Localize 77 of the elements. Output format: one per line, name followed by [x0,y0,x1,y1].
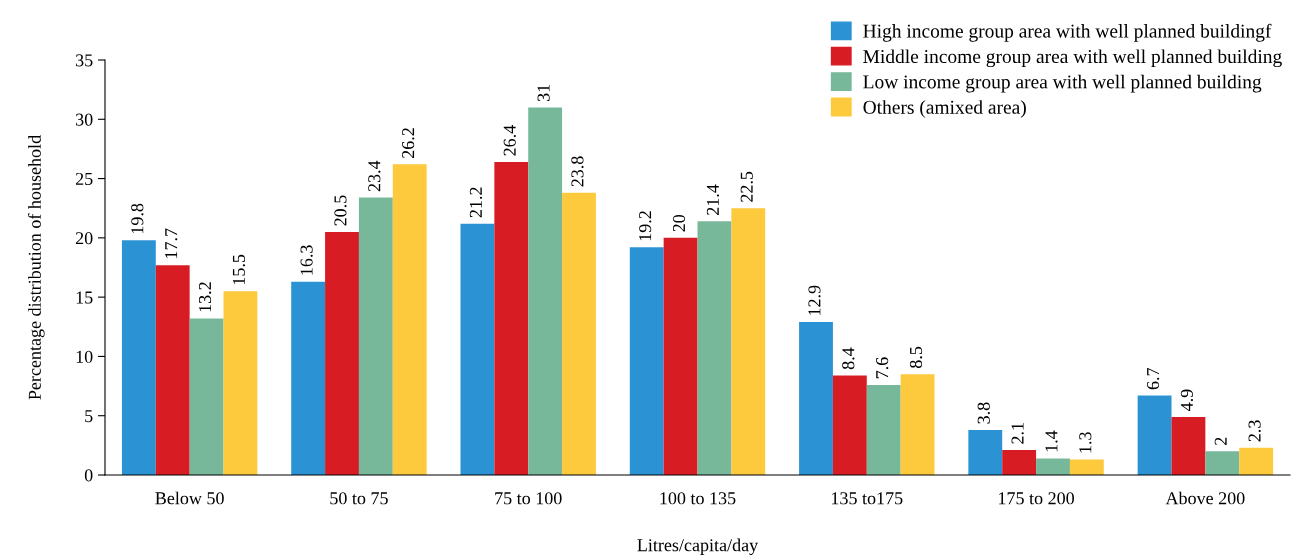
bar [155,265,190,475]
data-label: 3.8 [977,402,990,424]
x-tick-label: 175 to 200 [999,492,1074,505]
bar [697,221,732,475]
bar [866,384,901,475]
legend-label: High income group area with well planned buildingf [863,23,1272,42]
data-label: 26.2 [402,128,415,158]
y-tick-label: 15 [76,291,93,304]
data-label: 4.9 [1180,389,1194,411]
data-label: 2 [1214,437,1227,445]
x-tick-label: 75 to 100 [495,492,562,505]
bar [900,374,935,475]
bar [968,429,1003,475]
bar [121,240,156,475]
x-tick-label: 50 to 75 [330,492,388,505]
y-axis-title: Percentage distribution of household [27,135,45,400]
bar [291,281,326,475]
x-tick-label: 135 to175 [832,492,903,505]
x-tick-label: Above 200 [1165,491,1245,505]
bar [799,322,833,475]
x-tick-label: Below 50 [155,491,224,505]
bar [663,237,698,475]
bar [1036,458,1070,475]
bar [562,192,596,475]
legend-label: Middle income group area with well planned building [863,49,1282,68]
bar [1137,395,1172,475]
bar [1239,447,1274,475]
bar [223,291,258,475]
data-label: 6.7 [1146,367,1160,390]
bar [832,375,867,475]
y-tick-label: 10 [76,350,93,363]
data-label: 2.1 [1011,423,1024,444]
data-label: 1.4 [1045,430,1058,452]
data-label: 15.5 [232,254,246,285]
data-label: 16.3 [300,245,313,275]
data-label: 8.5 [909,346,923,368]
data-label: 19.2 [639,211,652,241]
bar [1002,450,1037,475]
data-label: 2.3 [1248,420,1261,442]
data-label: 21.4 [706,184,720,215]
data-label: 21.2 [469,187,483,218]
legend-label: Others (amixed area) [863,100,1026,118]
data-label: 31 [537,84,550,102]
bar [189,318,224,475]
y-tick-label: 0 [84,469,93,482]
y-tick-label: 5 [85,410,93,423]
y-tick-label: 35 [76,54,93,67]
data-label: 1.3 [1079,432,1092,453]
data-label: 23.8 [571,156,584,187]
bar [731,208,766,475]
bar [1069,459,1104,475]
x-axis-title: Litres/capita/day [637,538,759,556]
bar [528,107,563,475]
data-label: 13.2 [198,282,212,312]
bar [494,161,529,475]
data-label: 23.4 [368,160,381,192]
bar [325,231,359,475]
bar [1171,416,1206,475]
x-tick-label: 100 to 135 [660,492,736,505]
data-label: 20 [672,214,686,232]
data-label: 8.4 [842,347,855,370]
y-tick-label: 25 [75,172,93,186]
bar [358,197,393,475]
legend-label: Low income group area with well planned building [863,74,1262,93]
data-label: 12.9 [808,285,821,315]
data-label: 26.4 [503,125,516,156]
bar [460,223,495,475]
data-label: 17.7 [165,228,178,258]
y-tick-label: 20 [75,232,93,245]
data-label: 22.5 [740,171,753,202]
data-label: 20.5 [334,195,347,226]
data-label: 19.8 [131,203,144,234]
bar [1205,451,1240,475]
bar [629,247,664,475]
data-label: 7.6 [876,357,889,379]
bar [392,164,427,475]
y-tick-label: 30 [76,113,93,126]
